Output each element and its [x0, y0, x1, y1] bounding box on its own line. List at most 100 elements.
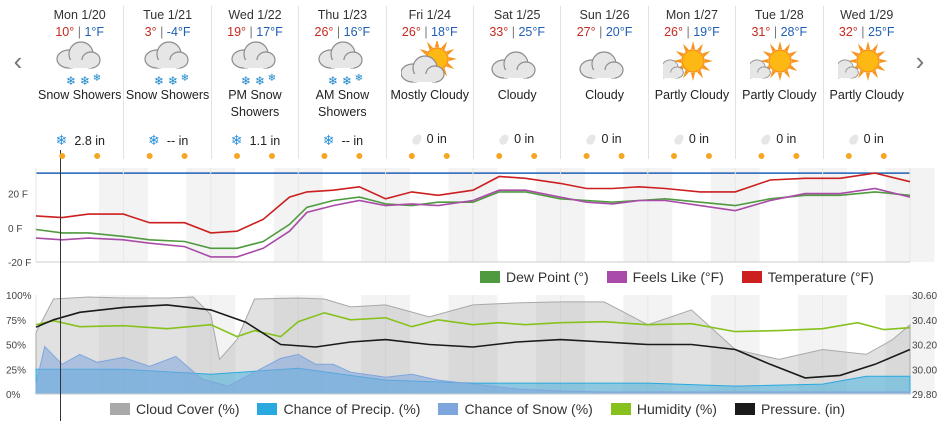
low-temp: 20°F	[605, 25, 633, 39]
day-name: Mon 1/27	[665, 8, 718, 22]
precip-amount: ❄ -- in	[147, 132, 189, 148]
day-name: Sat 1/25	[493, 8, 541, 22]
sunset-marker	[94, 153, 101, 159]
series-line-feels	[35, 187, 911, 258]
svg-text:❄: ❄	[328, 74, 338, 87]
svg-text:❄: ❄	[92, 73, 100, 84]
previous-days-button[interactable]: ‹	[8, 45, 28, 76]
precip-amount: 0 in	[649, 132, 735, 146]
snowflake-icon: ❄	[147, 132, 160, 148]
day-column[interactable]: Wed 1/29 32° | 25°F Partly Cloudy 0 in	[822, 6, 910, 159]
precip-amount: ❄ -- in	[322, 132, 364, 148]
sunset-marker	[705, 153, 712, 159]
day-column[interactable]: Sat 1/25 33° | 25°F Cloudy 0 in	[472, 6, 560, 159]
svg-text:❄: ❄	[241, 74, 251, 87]
legend-item-snow[interactable]: Chance of Snow (%)	[438, 401, 593, 417]
precip-amount: 0 in	[561, 132, 647, 146]
svg-text:❄: ❄	[342, 74, 352, 87]
day-hi-lo: 27° | 20°F	[576, 25, 633, 39]
raindrop-icon	[410, 132, 424, 146]
condition-text: Partly Cloudy	[829, 88, 904, 102]
high-temp: 26°	[401, 25, 421, 39]
legend-swatch	[606, 271, 627, 283]
raindrop-icon	[585, 132, 598, 146]
sunset-marker	[443, 153, 450, 159]
sunrise-marker	[234, 153, 241, 159]
day-hi-lo: 26° | 19°F	[664, 25, 720, 39]
y-tick-label-left: 50%	[6, 341, 26, 352]
chevron-right-icon: ›	[915, 45, 925, 76]
condition-text: Cloudy	[585, 88, 624, 102]
sunrise-marker	[146, 153, 153, 159]
legend-swatch	[257, 403, 278, 415]
legend-item-humidity[interactable]: Humidity (%)	[610, 401, 717, 417]
day-hi-lo: 26° | 18°F	[401, 25, 458, 39]
day-column[interactable]: Thu 1/23 26° | 16°F ❄ ❄ ❄ AM Snow Showers ❄…	[298, 6, 385, 159]
day-name: Wed 1/22	[228, 8, 282, 22]
y-tick-label-right: 30.00	[912, 365, 937, 376]
sunset-marker	[181, 153, 188, 159]
svg-text:❄: ❄	[154, 74, 164, 87]
day-column[interactable]: Wed 1/22 19° | 17°F ❄ ❄ ❄ PM Snow Showers ❄…	[210, 6, 298, 159]
temperature-legend: Dew Point (°) Feels Like (°F) Temperature …	[480, 269, 874, 285]
sunset-marker	[793, 153, 800, 159]
legend-swatch	[610, 403, 631, 415]
y-tick-label-right: 30.40	[912, 316, 937, 327]
low-temp: 18°F	[431, 25, 458, 39]
day-column[interactable]: Sun 1/26 27° | 20°F Cloudy 0 in	[560, 6, 647, 159]
low-temp: 16°F	[343, 25, 371, 39]
raindrop-icon	[497, 132, 511, 146]
sunset-marker	[880, 153, 887, 159]
day-column[interactable]: Tue 1/28 31° | 28°F Partly Cloudy 0 in	[735, 6, 822, 159]
legend-label: Pressure. (in)	[760, 401, 845, 417]
sunrise-marker	[845, 153, 852, 159]
next-days-button[interactable]: ›	[910, 45, 930, 76]
legend-swatch	[438, 403, 459, 415]
condition-text: Partly Cloudy	[654, 88, 730, 102]
precip-amount: 0 in	[824, 132, 910, 146]
legend-swatch	[480, 271, 500, 283]
day-name: Tue 1/28	[754, 8, 804, 22]
legend-item-precip[interactable]: Chance of Precip. (%)	[257, 401, 420, 417]
low-temp: 19°F	[693, 25, 720, 39]
svg-text:❄: ❄	[355, 73, 363, 84]
svg-text:❄: ❄	[255, 74, 265, 87]
time-cursor-line	[60, 150, 61, 421]
day-name: Thu 1/23	[317, 8, 368, 22]
day-name: Fri 1/24	[408, 8, 451, 22]
day-column[interactable]: Tue 1/21 3° | -4°F ❄ ❄ ❄ Snow Showers ❄ --…	[123, 6, 210, 159]
sunrise-marker	[496, 153, 503, 159]
y-tick-label-right: 30.20	[912, 341, 937, 352]
chevron-left-icon: ‹	[13, 45, 23, 76]
precip-amount: ❄ 2.8 in	[55, 132, 105, 148]
raindrop-icon	[847, 132, 861, 146]
series-line-dew	[35, 191, 911, 250]
high-temp: 26°	[664, 25, 683, 39]
condition-text: PM Snow Showers	[228, 88, 282, 119]
legend-label: Dew Point (°)	[506, 269, 589, 285]
legend-label: Feels Like (°F)	[632, 269, 724, 285]
snow-showers-icon: ❄ ❄ ❄	[36, 41, 123, 87]
legend-item-temp[interactable]: Temperature (°F)	[741, 269, 874, 285]
svg-text:❄: ❄	[80, 74, 90, 87]
series-line-pressure	[35, 304, 911, 379]
legend-swatch	[110, 403, 130, 415]
day-hi-lo: 3° | -4°F	[144, 25, 191, 39]
day-column[interactable]: Fri 1/24 26° | 18°F Mostly Cloudy 0 in	[385, 6, 473, 159]
y-tick-label-left: 75%	[6, 316, 26, 327]
day-column[interactable]: Mon 1/27 26° | 19°F Partly Cloudy 0 in	[647, 6, 735, 159]
legend-item-cloud[interactable]: Cloud Cover (%)	[110, 401, 239, 417]
legend-label: Humidity (%)	[636, 401, 717, 417]
legend-item-dew[interactable]: Dew Point (°)	[480, 269, 589, 285]
svg-text:❄: ❄	[168, 74, 178, 87]
y-tick-label-left: 100%	[6, 291, 32, 302]
legend-label: Temperature (°F)	[767, 269, 874, 285]
legend-item-feels[interactable]: Feels Like (°F)	[606, 269, 724, 285]
sunset-marker	[618, 153, 625, 159]
sunrise-marker	[408, 153, 415, 159]
legend-item-pressure[interactable]: Pressure. (in)	[734, 401, 845, 417]
condition-text: Snow Showers	[38, 88, 122, 102]
sunset-marker	[531, 153, 538, 159]
day-column[interactable]: Mon 1/20 10° | 1°F ❄ ❄ ❄ Snow Showers ❄ 2.…	[36, 6, 123, 159]
high-temp: 10°	[55, 25, 75, 39]
